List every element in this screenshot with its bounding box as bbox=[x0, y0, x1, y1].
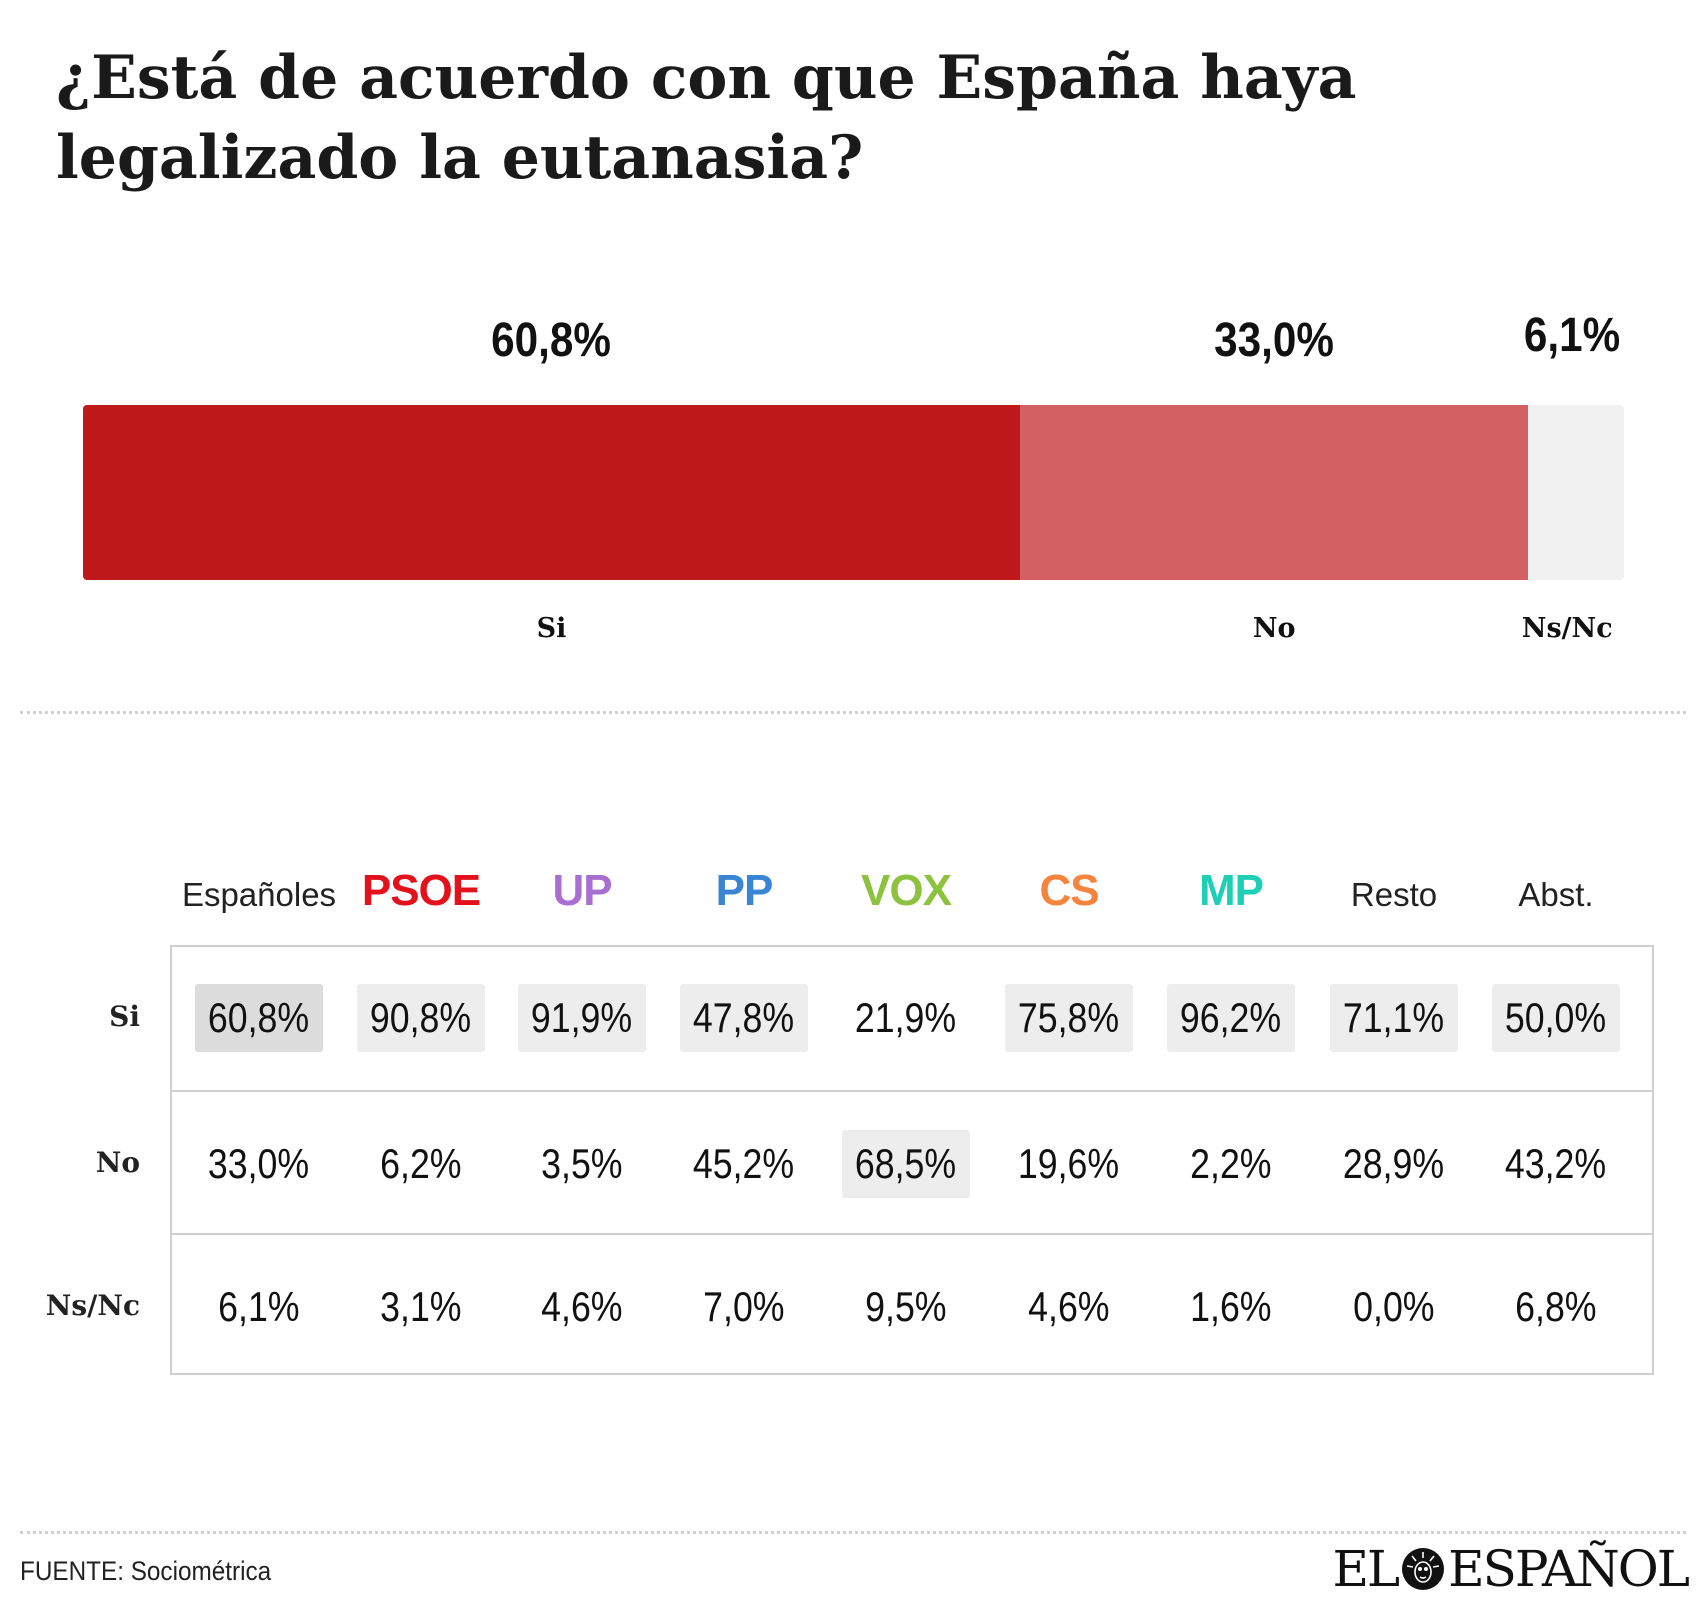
bar-category-label: No bbox=[1252, 613, 1296, 644]
bar-category-label: Ns/Nc bbox=[1521, 613, 1613, 644]
table-cell: 21,9% bbox=[855, 994, 957, 1041]
table-cell: 33,0% bbox=[208, 1140, 310, 1187]
table-cell: 4,6% bbox=[541, 1283, 623, 1330]
table-cell: 7,0% bbox=[703, 1283, 785, 1330]
el-espanol-logo: EL ESPAÑOL bbox=[1332, 1540, 1690, 1598]
table-cell: 45,2% bbox=[693, 1140, 795, 1187]
bar-category-label: Si bbox=[536, 613, 567, 644]
chart-title: ¿Está de acuerdo con que España haya leg… bbox=[56, 43, 1357, 193]
table-cell: 3,1% bbox=[380, 1283, 462, 1330]
table-cell: 19,6% bbox=[1018, 1140, 1120, 1187]
table-cell: 96,2% bbox=[1167, 984, 1295, 1052]
table-cell: 68,5% bbox=[842, 1130, 970, 1198]
column-header: VOX bbox=[861, 866, 952, 915]
divider-bottom bbox=[20, 1531, 1686, 1534]
column-header: CS bbox=[1039, 866, 1099, 915]
table-cell: 71,1% bbox=[1330, 984, 1458, 1052]
table-cell: 6,1% bbox=[218, 1283, 300, 1330]
bar-segment-nsnc bbox=[1528, 405, 1624, 580]
bar-segment-si bbox=[83, 405, 1020, 580]
table-cell: 0,0% bbox=[1353, 1283, 1435, 1330]
row-label: Si bbox=[109, 1000, 140, 1033]
table-cell: 28,9% bbox=[1343, 1140, 1445, 1187]
column-header: PSOE bbox=[361, 866, 481, 915]
table-cell: 6,8% bbox=[1515, 1283, 1597, 1330]
row-separator bbox=[170, 1090, 1654, 1092]
column-header: PP bbox=[715, 866, 774, 915]
column-header: Resto bbox=[1350, 876, 1438, 913]
bar-value-label: 6,1% bbox=[1524, 309, 1621, 362]
table-cell: 60,8% bbox=[195, 984, 323, 1052]
row-separator bbox=[170, 1233, 1654, 1235]
row-label: No bbox=[95, 1146, 140, 1179]
stacked-bar-chart: 60,8% Si 33,0% No 6,1% Ns/Nc bbox=[0, 0, 1706, 700]
bar-segment-no bbox=[1019, 405, 1529, 580]
table-cell: 9,5% bbox=[865, 1283, 947, 1330]
source-note: FUENTE: Sociométrica bbox=[20, 1556, 272, 1586]
table-cell: 50,0% bbox=[1492, 984, 1620, 1052]
table-cell: 43,2% bbox=[1505, 1140, 1607, 1187]
column-header: MP bbox=[1199, 866, 1264, 915]
table-cell: 6,2% bbox=[380, 1140, 462, 1187]
bar-value-label: 33,0% bbox=[1214, 314, 1335, 367]
table-cell: 4,6% bbox=[1028, 1283, 1110, 1330]
table-cell: 47,8% bbox=[680, 984, 808, 1052]
table-cell: 3,5% bbox=[541, 1140, 623, 1187]
divider-top bbox=[20, 711, 1686, 714]
bar-value-label: 60,8% bbox=[491, 314, 612, 367]
table-cell: 2,2% bbox=[1190, 1140, 1272, 1187]
results-table bbox=[170, 945, 1654, 1375]
table-cell: 90,8% bbox=[357, 984, 485, 1052]
column-header: Abst. bbox=[1518, 876, 1594, 913]
column-header: UP bbox=[552, 866, 612, 915]
lion-head-icon bbox=[1400, 1546, 1446, 1592]
row-label: Ns/Nc bbox=[45, 1289, 140, 1322]
logo-text-left: EL bbox=[1332, 1540, 1400, 1598]
table-cell: 91,9% bbox=[518, 984, 646, 1052]
table-cell: 1,6% bbox=[1190, 1283, 1272, 1330]
logo-text-right: ESPAÑOL bbox=[1448, 1540, 1690, 1598]
column-header: Españoles bbox=[181, 876, 337, 913]
table-cell: 75,8% bbox=[1005, 984, 1133, 1052]
